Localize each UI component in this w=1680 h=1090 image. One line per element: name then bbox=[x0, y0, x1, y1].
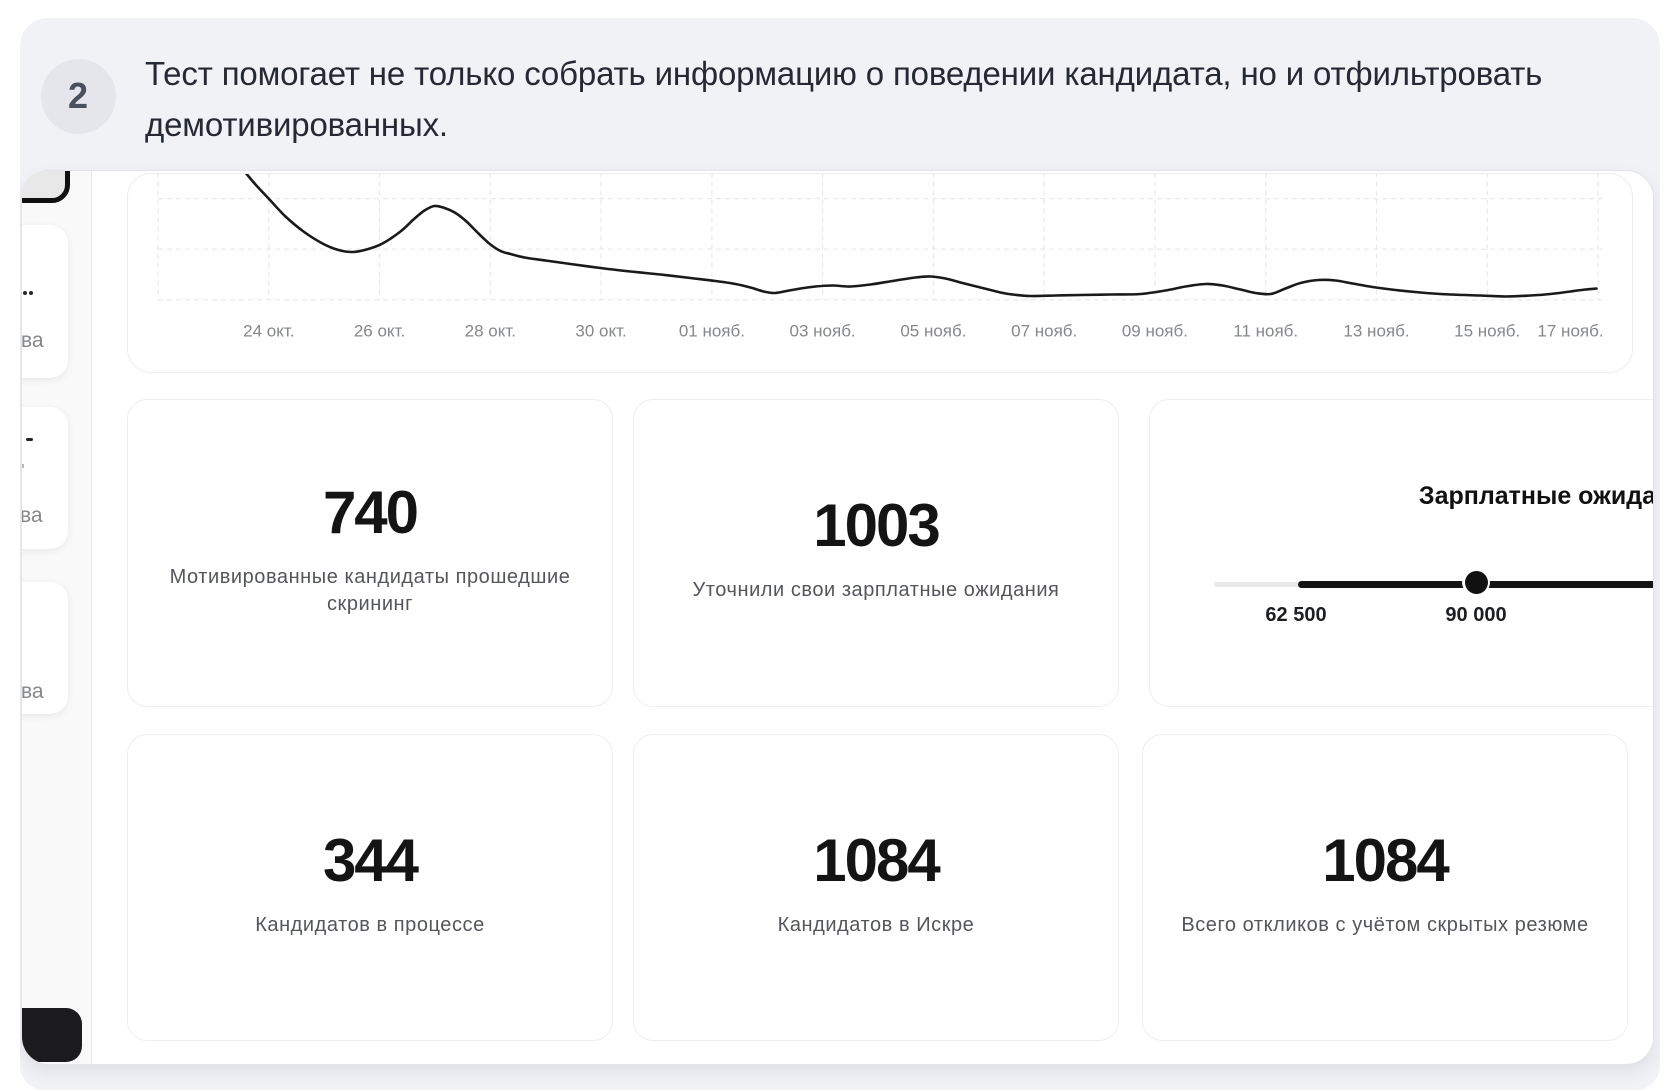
svg-text:17 нояб.: 17 нояб. bbox=[1537, 321, 1603, 340]
svg-text:09 нояб.: 09 нояб. bbox=[1122, 321, 1188, 340]
svg-text:05 нояб.: 05 нояб. bbox=[900, 321, 966, 340]
svg-text:07 нояб.: 07 нояб. bbox=[1011, 321, 1077, 340]
svg-text:30 окт.: 30 окт. bbox=[575, 321, 626, 340]
svg-text:11 нояб.: 11 нояб. bbox=[1233, 321, 1298, 340]
svg-text:26 окт.: 26 окт. bbox=[354, 321, 405, 340]
svg-text:03 нояб.: 03 нояб. bbox=[790, 321, 856, 340]
svg-text:28 окт.: 28 окт. bbox=[465, 321, 516, 340]
svg-text:01 нояб.: 01 нояб. bbox=[679, 321, 745, 340]
svg-text:13 нояб.: 13 нояб. bbox=[1343, 321, 1409, 340]
svg-text:15 нояб.: 15 нояб. bbox=[1454, 321, 1520, 340]
svg-text:24 окт.: 24 окт. bbox=[243, 321, 294, 340]
